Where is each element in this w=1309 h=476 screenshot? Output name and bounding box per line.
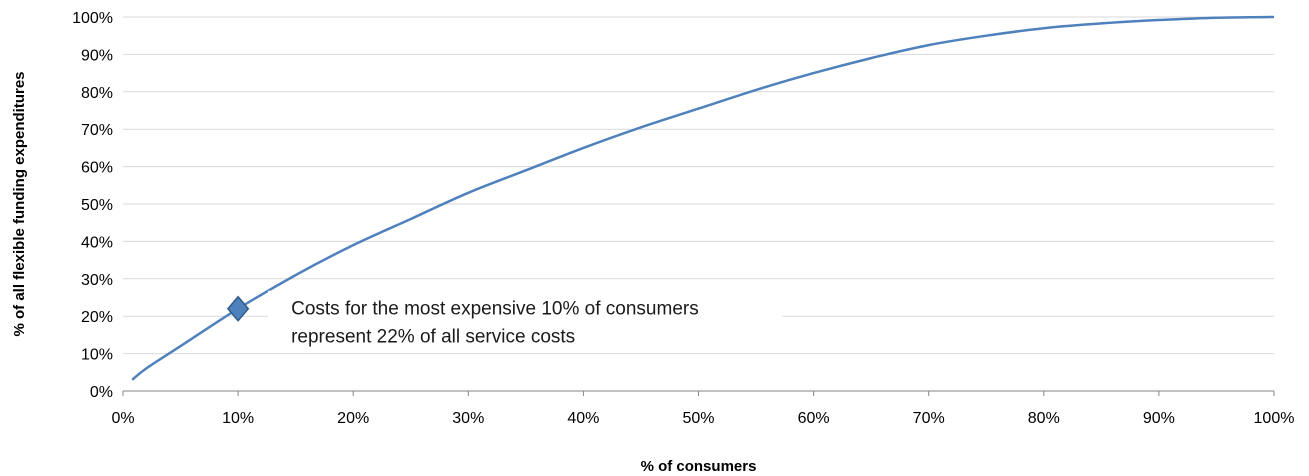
annotation: Costs for the most expensive 10% of cons… — [268, 290, 783, 353]
x-axis-ticks: 0% 10% 20% 30% 40% 50% 60% 70% 80% 90% 100% — [111, 391, 1294, 427]
y-tick-label: 60% — [81, 160, 113, 177]
y-tick-label: 40% — [81, 234, 113, 251]
series-lines — [131, 15, 1275, 381]
highlight-marker — [226, 295, 250, 322]
highlight-diamond — [226, 295, 250, 322]
x-tick-label: 60% — [798, 410, 830, 427]
annotation-line-1: Costs for the most expensive 10% of cons… — [291, 299, 699, 320]
x-tick-label: 10% — [222, 410, 254, 427]
series-line — [131, 15, 1275, 381]
y-tick-label: 20% — [81, 309, 113, 326]
y-tick-label: 100% — [72, 10, 113, 27]
y-axis-ticks: 0% 10% 20% 30% 40% 50% 60% 70% 80% 90% 100% — [72, 10, 113, 401]
x-tick-label: 70% — [913, 410, 945, 427]
y-tick-label: 80% — [81, 85, 113, 102]
x-tick-label: 40% — [567, 410, 599, 427]
x-tick-label: 90% — [1143, 410, 1175, 427]
y-tick-label: 30% — [81, 272, 113, 289]
y-tick-label: 10% — [81, 347, 113, 364]
y-axis-title: % of all flexible funding expenditures — [11, 71, 28, 336]
annotation-line-2: represent 22% of all service costs — [291, 327, 575, 348]
x-tick-label: 80% — [1028, 410, 1060, 427]
y-tick-label: 0% — [90, 384, 113, 401]
x-tick-label: 30% — [452, 410, 484, 427]
x-tick-label: 0% — [111, 410, 134, 427]
x-tick-label: 100% — [1254, 410, 1295, 427]
y-tick-label: 90% — [81, 47, 113, 64]
y-tick-label: 70% — [81, 122, 113, 139]
x-tick-label: 50% — [682, 410, 714, 427]
y-tick-label: 50% — [81, 197, 113, 214]
x-tick-label: 20% — [337, 410, 369, 427]
annotation-background — [268, 290, 783, 353]
x-axis-title: % of consumers — [641, 458, 757, 475]
